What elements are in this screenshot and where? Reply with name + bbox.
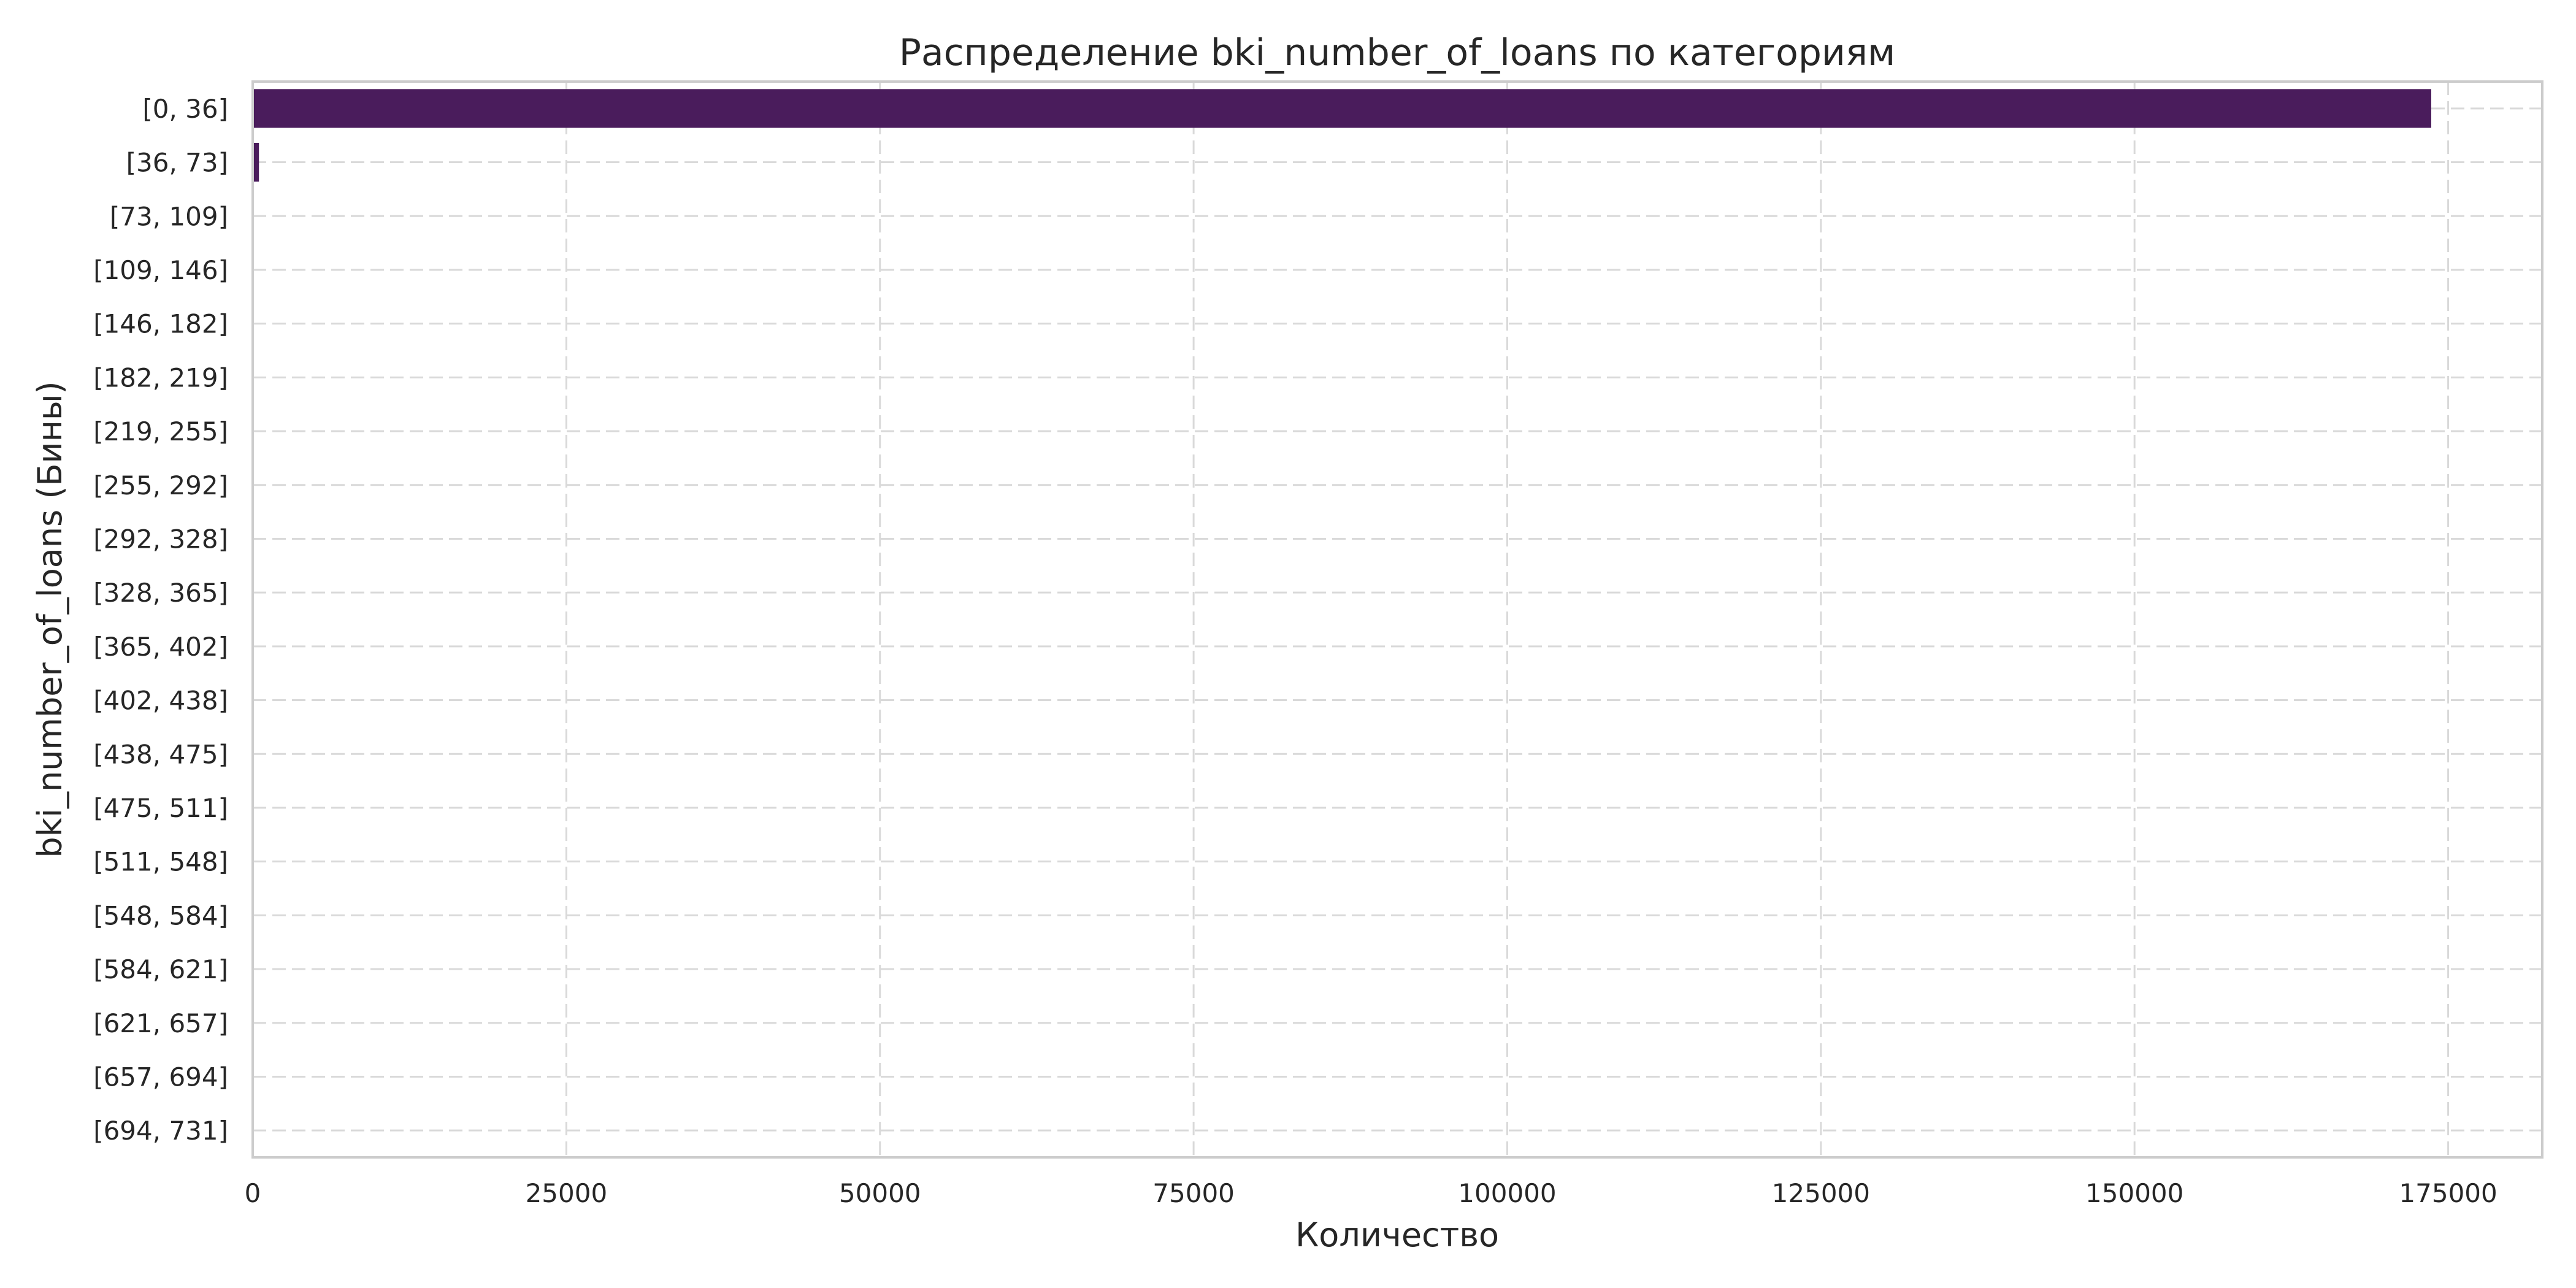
y-tick-label: [584, 621]: [93, 954, 228, 984]
bar: [253, 89, 2431, 128]
y-tick-label: [475, 511]: [93, 793, 228, 823]
x-tick-labels: 0 25000 50000 75000 100000 125000 150000 175000: [245, 1178, 2497, 1208]
x-axis-label: Количество: [1295, 1216, 1499, 1254]
y-tick-label: [0, 36]: [142, 94, 228, 124]
y-tick-label: [657, 694]: [93, 1062, 228, 1092]
bars: [253, 89, 2431, 182]
x-tick-label: 125000: [1772, 1178, 1870, 1208]
y-tick-label: [438, 475]: [93, 739, 228, 769]
bar: [253, 142, 259, 182]
x-tick-label: 25000: [526, 1178, 608, 1208]
y-tick-label: [621, 657]: [93, 1008, 228, 1038]
y-tick-label: [402, 438]: [93, 686, 228, 716]
y-tick-label: [328, 365]: [93, 578, 228, 608]
x-tick-label: 0: [245, 1178, 261, 1208]
y-tick-label: [511, 548]: [93, 847, 228, 877]
y-tick-label: [255, 292]: [93, 470, 228, 500]
y-tick-label: [548, 584]: [93, 900, 228, 930]
y-tick-label: [146, 182]: [93, 309, 228, 339]
y-tick-label: [365, 402]: [93, 632, 228, 662]
x-tick-label: 75000: [1152, 1178, 1235, 1208]
x-tick-label: 100000: [1458, 1178, 1556, 1208]
y-tick-label: [73, 109]: [110, 201, 228, 231]
y-tick-label: [219, 255]: [93, 416, 228, 447]
x-tick-label: 50000: [839, 1178, 921, 1208]
y-tick-label: [109, 146]: [93, 255, 228, 285]
y-axis-label: bki_number_of_loans (Бины): [31, 381, 69, 857]
y-tick-label: [36, 73]: [126, 148, 228, 178]
y-tick-label: [182, 219]: [93, 362, 228, 393]
y-tick-label: [694, 731]: [93, 1116, 228, 1146]
y-tick-label: [292, 328]: [93, 524, 228, 554]
x-tick-label: 175000: [2399, 1178, 2497, 1208]
x-tick-label: 150000: [2085, 1178, 2183, 1208]
plot-frame: [251, 80, 2543, 1159]
grid-lines: [253, 82, 2542, 1157]
chart-title: Распределение bki_number_of_loans по кат…: [899, 31, 1896, 74]
y-tick-labels: [0, 36] [36, 73] [73, 109] [109, 146] [146, …: [93, 94, 228, 1146]
